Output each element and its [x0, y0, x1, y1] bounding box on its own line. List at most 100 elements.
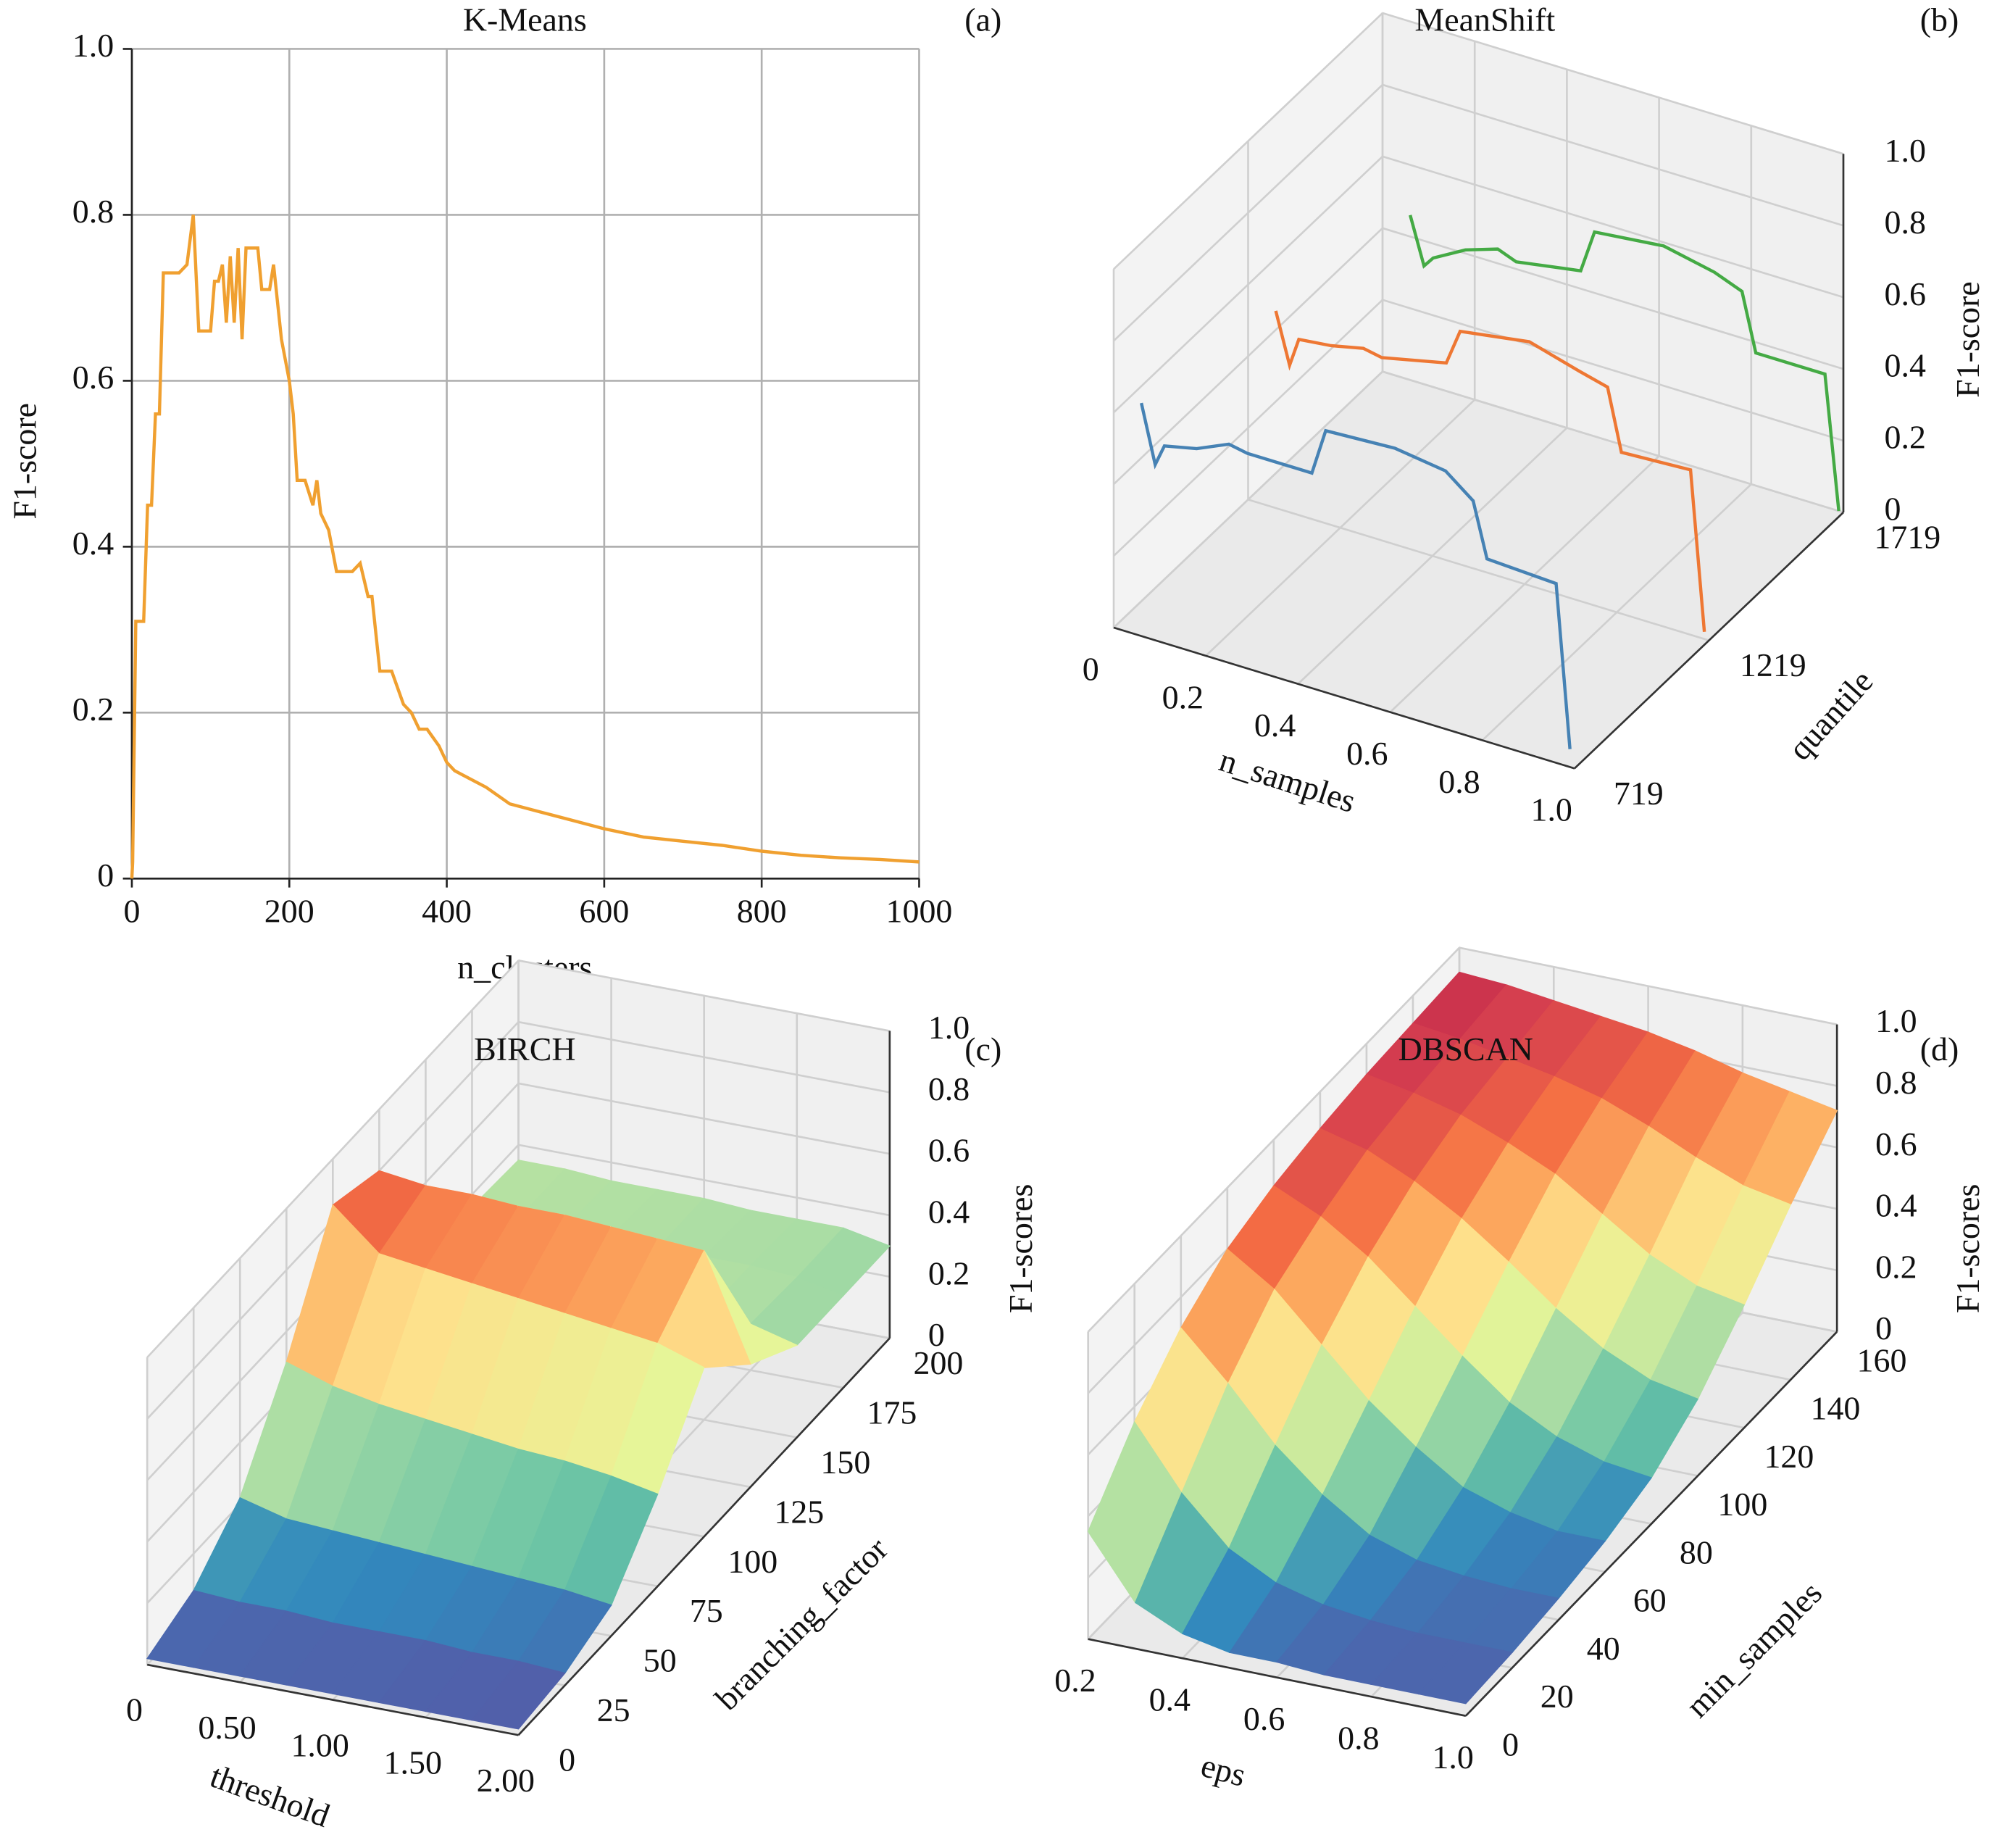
- y-axis-label: min_samples: [1679, 1574, 1829, 1724]
- z-tick-label: 1.0: [1885, 132, 1926, 169]
- z-tick-label: 0.8: [1875, 1064, 1917, 1101]
- z-axis-label: F1-score: [1949, 281, 1986, 398]
- x-tick-label: 0: [1083, 650, 1099, 687]
- x-tick-label: 0.2: [1162, 678, 1204, 715]
- grid-line: [1113, 83, 1383, 342]
- z-tick-label: 0.4: [1875, 1187, 1917, 1224]
- grid-line: [518, 1020, 891, 1094]
- grid-line: [1248, 499, 1709, 641]
- panel-label: (b): [1920, 1, 1959, 38]
- z-axis-label: F1-scores: [1949, 1184, 1986, 1314]
- x-tick-label: 0.8: [1438, 763, 1480, 800]
- x-tick-label: 0: [123, 892, 140, 929]
- z-tick-label: 0: [928, 1316, 945, 1353]
- chart-title: BIRCH: [474, 1031, 575, 1067]
- grid-line: [1382, 370, 1844, 514]
- panel-label: (a): [964, 1, 1001, 38]
- z-tick-label: 1.0: [1875, 1002, 1917, 1039]
- z-tick-label: 0: [1885, 491, 1901, 528]
- y-tick-label: 0: [559, 1741, 575, 1778]
- data-line: [1274, 310, 1706, 633]
- x-tick-label: 1000: [886, 892, 953, 929]
- y-tick-label: 200: [914, 1344, 964, 1381]
- x-tick-label: 0.2: [1054, 1662, 1096, 1699]
- grid-line: [1113, 155, 1383, 414]
- y-tick-label: 160: [1857, 1341, 1907, 1378]
- z-tick-label: 0: [1875, 1310, 1892, 1347]
- x-tick-label: 1.00: [291, 1726, 349, 1763]
- z-tick-label: 1.0: [928, 1009, 970, 1046]
- axis-line: [1464, 1331, 1838, 1717]
- y-tick-label: 80: [1680, 1533, 1713, 1570]
- y-tick-label: 100: [1717, 1486, 1767, 1523]
- axis-line: [146, 1663, 519, 1736]
- grid-line: [1113, 299, 1383, 557]
- chart-title: K-Means: [463, 1, 587, 38]
- grid-line: [1382, 83, 1844, 227]
- z-tick-label: 0.4: [1885, 347, 1926, 384]
- x-tick-label: 1.50: [384, 1744, 442, 1781]
- grid-line: [146, 960, 520, 1358]
- y-tick-label: 175: [867, 1394, 917, 1431]
- surface-patch: [1417, 1642, 1514, 1705]
- z-tick-label: 0.2: [1875, 1248, 1917, 1285]
- y-tick-label: 60: [1633, 1582, 1667, 1619]
- y-tick-label: 1719: [1874, 518, 1940, 555]
- y-tick-label: 25: [597, 1691, 630, 1728]
- y-tick-label: 1219: [1740, 646, 1806, 683]
- x-tick-label: 0.50: [198, 1709, 256, 1746]
- y-tick-label: 140: [1811, 1390, 1861, 1427]
- x-tick-label: 800: [737, 892, 787, 929]
- x-tick-label: 1.0: [1530, 791, 1572, 828]
- axis-line: [517, 1337, 891, 1736]
- x-tick-label: 0.6: [1243, 1700, 1285, 1737]
- y-tick-label: 719: [1614, 775, 1664, 812]
- chart-title: DBSCAN: [1398, 1031, 1533, 1067]
- y-tick-label: 0.2: [72, 691, 114, 728]
- axis-line: [1574, 512, 1844, 770]
- grid-line: [1087, 946, 1460, 1333]
- grid-line: [1113, 12, 1383, 270]
- z-tick-label: 0.8: [1885, 204, 1926, 241]
- panel-label: (c): [964, 1031, 1001, 1067]
- y-tick-label: 0.4: [72, 525, 114, 562]
- y-tick-label: 150: [820, 1444, 870, 1481]
- y-tick-label: 75: [690, 1592, 723, 1629]
- x-tick-label: 0: [126, 1691, 143, 1728]
- x-tick-label: 0.4: [1254, 707, 1296, 744]
- y-tick-label: 120: [1764, 1438, 1814, 1475]
- x-tick-label: 400: [422, 892, 472, 929]
- y-tick-label: 0.6: [72, 359, 114, 396]
- surface-patch: [471, 1660, 566, 1730]
- axis-line: [1113, 626, 1575, 770]
- x-axis-label: n_samples: [1215, 741, 1360, 820]
- data-line: [130, 215, 920, 879]
- x-tick-label: 2.00: [477, 1762, 535, 1799]
- z-tick-label: 0.6: [1875, 1125, 1917, 1162]
- y-tick-label: 100: [727, 1543, 777, 1580]
- z-tick-label: 0.6: [1885, 275, 1926, 312]
- grid-line: [1459, 946, 1838, 1025]
- y-tick-label: 20: [1541, 1678, 1574, 1715]
- x-axis-label: eps: [1197, 1747, 1249, 1794]
- z-tick-label: 0.4: [928, 1193, 970, 1230]
- data-line: [1140, 402, 1572, 749]
- y-tick-label: 1.0: [72, 27, 114, 64]
- y-tick-label: 0: [97, 857, 114, 894]
- grid-line: [518, 960, 891, 1032]
- data-line: [1409, 215, 1840, 512]
- x-tick-label: 0.6: [1346, 735, 1388, 772]
- y-tick-label: 40: [1587, 1630, 1620, 1667]
- grid-line: [1382, 299, 1844, 442]
- z-axis-label: F1-scores: [1002, 1184, 1039, 1314]
- z-tick-label: 0.2: [928, 1254, 970, 1291]
- x-axis-label: threshold: [206, 1757, 335, 1834]
- y-tick-label: 0: [1502, 1726, 1519, 1762]
- x-tick-label: 600: [579, 892, 629, 929]
- x-tick-label: 0.8: [1338, 1720, 1379, 1757]
- grid-line: [1382, 12, 1844, 155]
- grid-line: [1382, 155, 1844, 299]
- y-tick-label: 125: [774, 1493, 824, 1530]
- grid-line: [518, 1144, 891, 1217]
